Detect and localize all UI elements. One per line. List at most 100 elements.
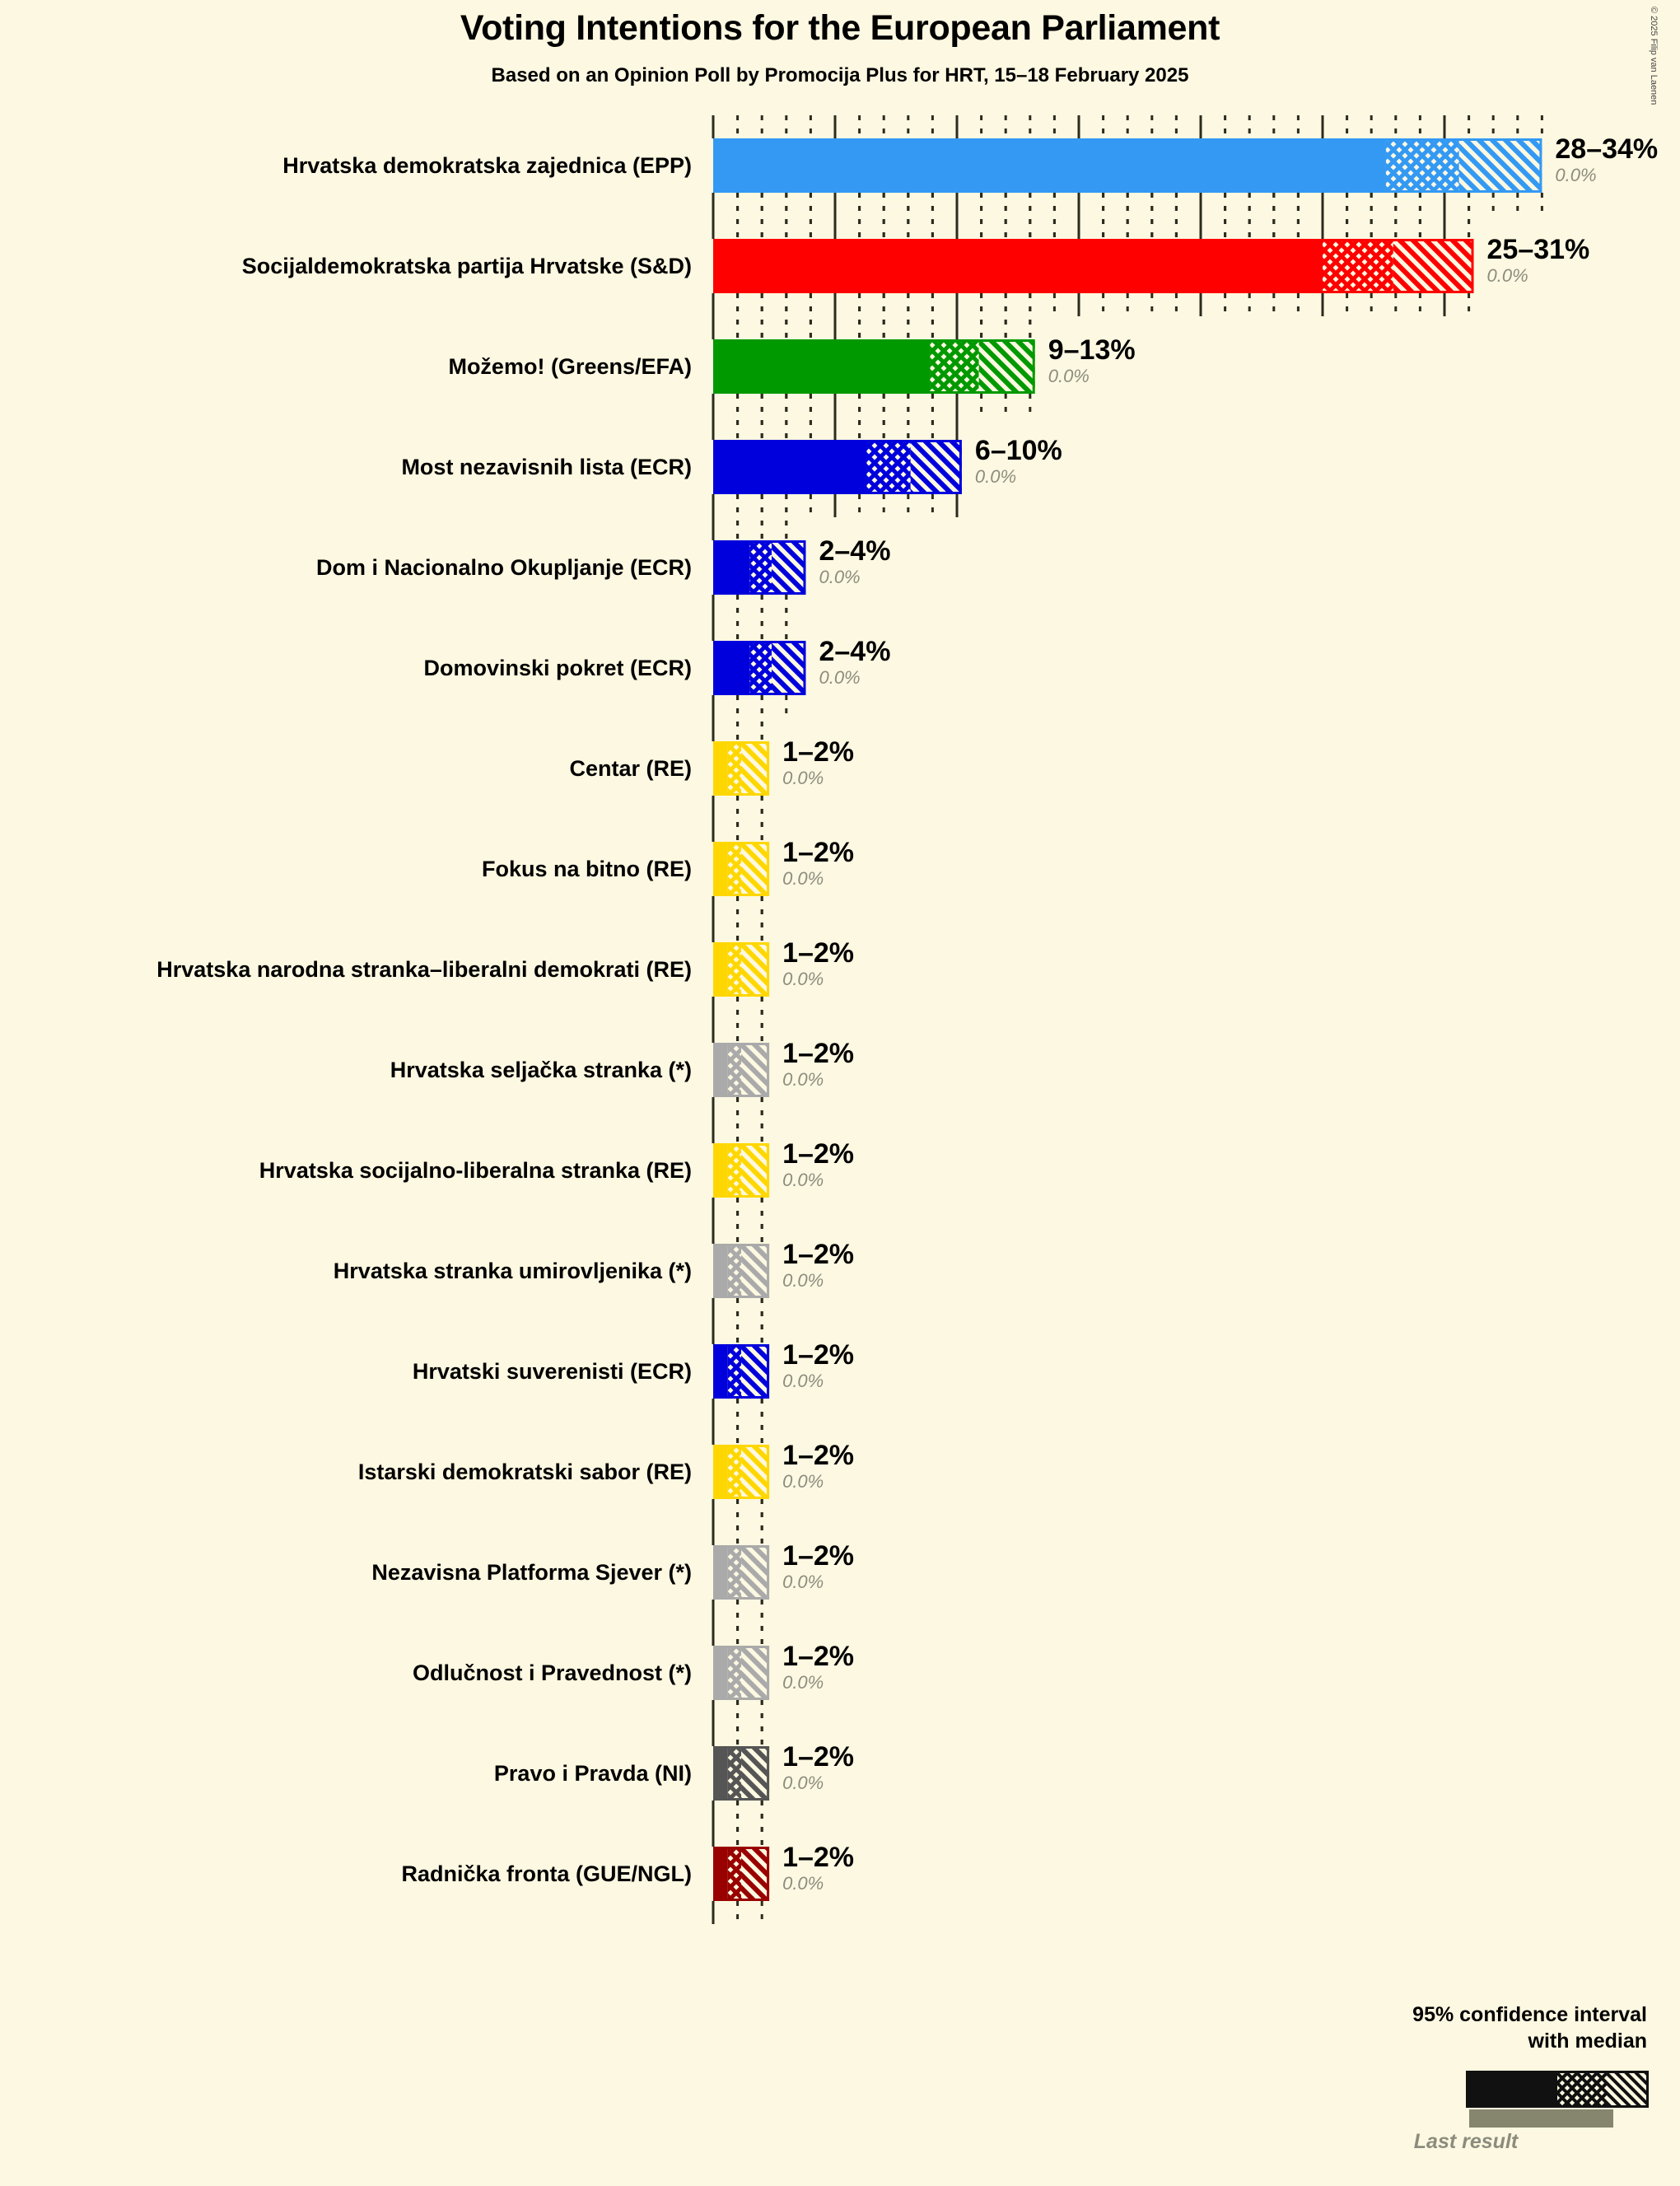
chart-row: Fokus na bitno (RE) 1–2% 0.0% <box>0 819 1680 919</box>
range-value: 2–4% <box>819 535 891 567</box>
bar-segment-upper <box>741 1847 770 1901</box>
bar-outline <box>713 1847 770 1901</box>
bar-segment-upper <box>978 339 1035 394</box>
bar-outline <box>713 138 1542 193</box>
range-value: 1–2% <box>782 736 855 768</box>
value-label-group: 25–31% 0.0% <box>1487 234 1590 287</box>
last-result-value: 0.0% <box>782 1270 824 1291</box>
bar-segment-solid <box>713 1545 728 1600</box>
legend-ci-swatch <box>1466 2071 1649 2108</box>
bar-segment-median <box>749 540 772 595</box>
bar-outline <box>713 1545 770 1600</box>
bar-segment-median <box>727 1244 742 1298</box>
value-label-group: 1–2% 0.0% <box>782 1038 854 1091</box>
last-result-value: 0.0% <box>782 1371 824 1391</box>
bar-segment-median <box>727 942 742 997</box>
value-label-group: 1–2% 0.0% <box>782 837 854 890</box>
range-value: 6–10% <box>974 435 1062 466</box>
legend-line-1: 95% confidence interval <box>1412 2003 1647 2026</box>
bar-outline <box>713 440 962 494</box>
bar-segment-upper <box>741 1043 770 1097</box>
confidence-interval-bar <box>713 138 1545 193</box>
confidence-interval-bar <box>713 842 772 896</box>
bar-segment-median <box>727 1143 742 1198</box>
value-label-group: 28–34% 0.0% <box>1555 133 1658 186</box>
confidence-interval-bar <box>713 1646 772 1700</box>
page-subtitle: Based on an Opinion Poll by Promocija Pl… <box>491 64 1189 86</box>
legend-line-2: with median <box>1528 2030 1647 2053</box>
chart-row: Hrvatska stranka umirovljenika (*) 1–2% … <box>0 1221 1680 1321</box>
range-value: 1–2% <box>782 837 855 868</box>
party-label: Hrvatska stranka umirovljenika (*) <box>333 1258 692 1283</box>
chart-row: Hrvatska seljačka stranka (*) 1–2% 0.0% <box>0 1020 1680 1120</box>
range-value: 1–2% <box>782 1641 855 1672</box>
bar-segment-median <box>727 842 742 896</box>
confidence-interval-bar <box>713 1344 772 1399</box>
party-label: Pravo i Pravda (NI) <box>493 1760 692 1786</box>
bar-segment-solid <box>713 1847 728 1901</box>
copyright-notice: © 2025 Filip van Laenen <box>1649 7 1659 105</box>
last-result-value: 0.0% <box>819 667 861 688</box>
bar-outline <box>713 1344 770 1399</box>
chart-row: Istarski demokratski sabor (RE) 1–2% 0.0… <box>0 1422 1680 1522</box>
value-label-group: 1–2% 0.0% <box>782 1641 854 1693</box>
bar-segment-solid <box>713 842 728 896</box>
confidence-interval-bar <box>713 1445 772 1499</box>
party-label: Istarski demokratski sabor (RE) <box>357 1459 692 1484</box>
bar-outline <box>713 1746 770 1801</box>
last-result-value: 0.0% <box>782 969 824 989</box>
value-label-group: 1–2% 0.0% <box>782 1842 854 1894</box>
bar-segment-median <box>866 440 911 494</box>
last-result-value: 0.0% <box>1555 165 1597 185</box>
party-label: Odlučnost i Pravednost (*) <box>412 1660 692 1685</box>
bar-segment-solid <box>713 1143 728 1198</box>
bar-segment-upper <box>741 1244 770 1298</box>
bar-outline <box>713 1043 770 1097</box>
bar-segment-upper <box>741 1646 770 1700</box>
bar-segment-solid <box>713 1244 728 1298</box>
bar-segment-solid <box>713 641 750 695</box>
last-result-value: 0.0% <box>782 1170 824 1190</box>
party-label: Nezavisna Platforma Sjever (*) <box>371 1559 692 1585</box>
bar-segment-median <box>727 1445 742 1499</box>
party-label: Hrvatska narodna stranka–liberalni demok… <box>156 956 692 982</box>
value-label-group: 6–10% 0.0% <box>975 435 1062 488</box>
value-label-group: 9–13% 0.0% <box>1048 334 1136 387</box>
value-label-group: 1–2% 0.0% <box>782 736 854 789</box>
chart-row: Hrvatska narodna stranka–liberalni demok… <box>0 919 1680 1020</box>
party-label: Hrvatski suverenisti (ECR) <box>412 1358 692 1384</box>
value-label-group: 1–2% 0.0% <box>782 1138 854 1191</box>
party-label: Socijaldemokratska partija Hrvatske (S&D… <box>241 253 692 278</box>
bar-segment-solid <box>713 1445 728 1499</box>
bar-segment-upper <box>910 440 962 494</box>
chart-row: Možemo! (Greens/EFA) 9–13% 0.0% <box>0 316 1680 417</box>
confidence-interval-bar <box>713 239 1477 293</box>
bar-outline <box>713 1445 770 1499</box>
confidence-interval-bar <box>713 641 809 695</box>
bar-outline <box>713 1244 770 1298</box>
bar-outline <box>713 1143 770 1198</box>
bar-segment-upper <box>772 540 806 595</box>
bar-segment-upper <box>741 1143 770 1198</box>
confidence-interval-bar <box>713 942 772 997</box>
bar-segment-upper <box>772 641 806 695</box>
last-result-value: 0.0% <box>974 466 1017 487</box>
range-value: 1–2% <box>782 1339 855 1371</box>
party-label: Fokus na bitno (RE) <box>482 856 692 881</box>
bar-segment-upper <box>741 741 770 796</box>
confidence-interval-bar <box>713 1746 772 1801</box>
range-value: 1–2% <box>782 1842 855 1873</box>
bar-segment-solid <box>713 339 931 394</box>
party-label: Centar (RE) <box>569 755 692 781</box>
confidence-interval-bar <box>713 1847 772 1901</box>
confidence-interval-bar <box>713 540 809 595</box>
value-label-group: 1–2% 0.0% <box>782 1440 854 1492</box>
party-label: Možemo! (Greens/EFA) <box>448 353 692 379</box>
range-value: 25–31% <box>1486 234 1590 265</box>
chart-row: Domovinski pokret (ECR) 2–4% 0.0% <box>0 618 1680 718</box>
chart-row: Odlučnost i Pravednost (*) 1–2% 0.0% <box>0 1623 1680 1723</box>
confidence-interval-bar <box>713 1043 772 1097</box>
bar-segment-solid <box>713 1344 728 1399</box>
confidence-interval-bar <box>713 339 1038 394</box>
